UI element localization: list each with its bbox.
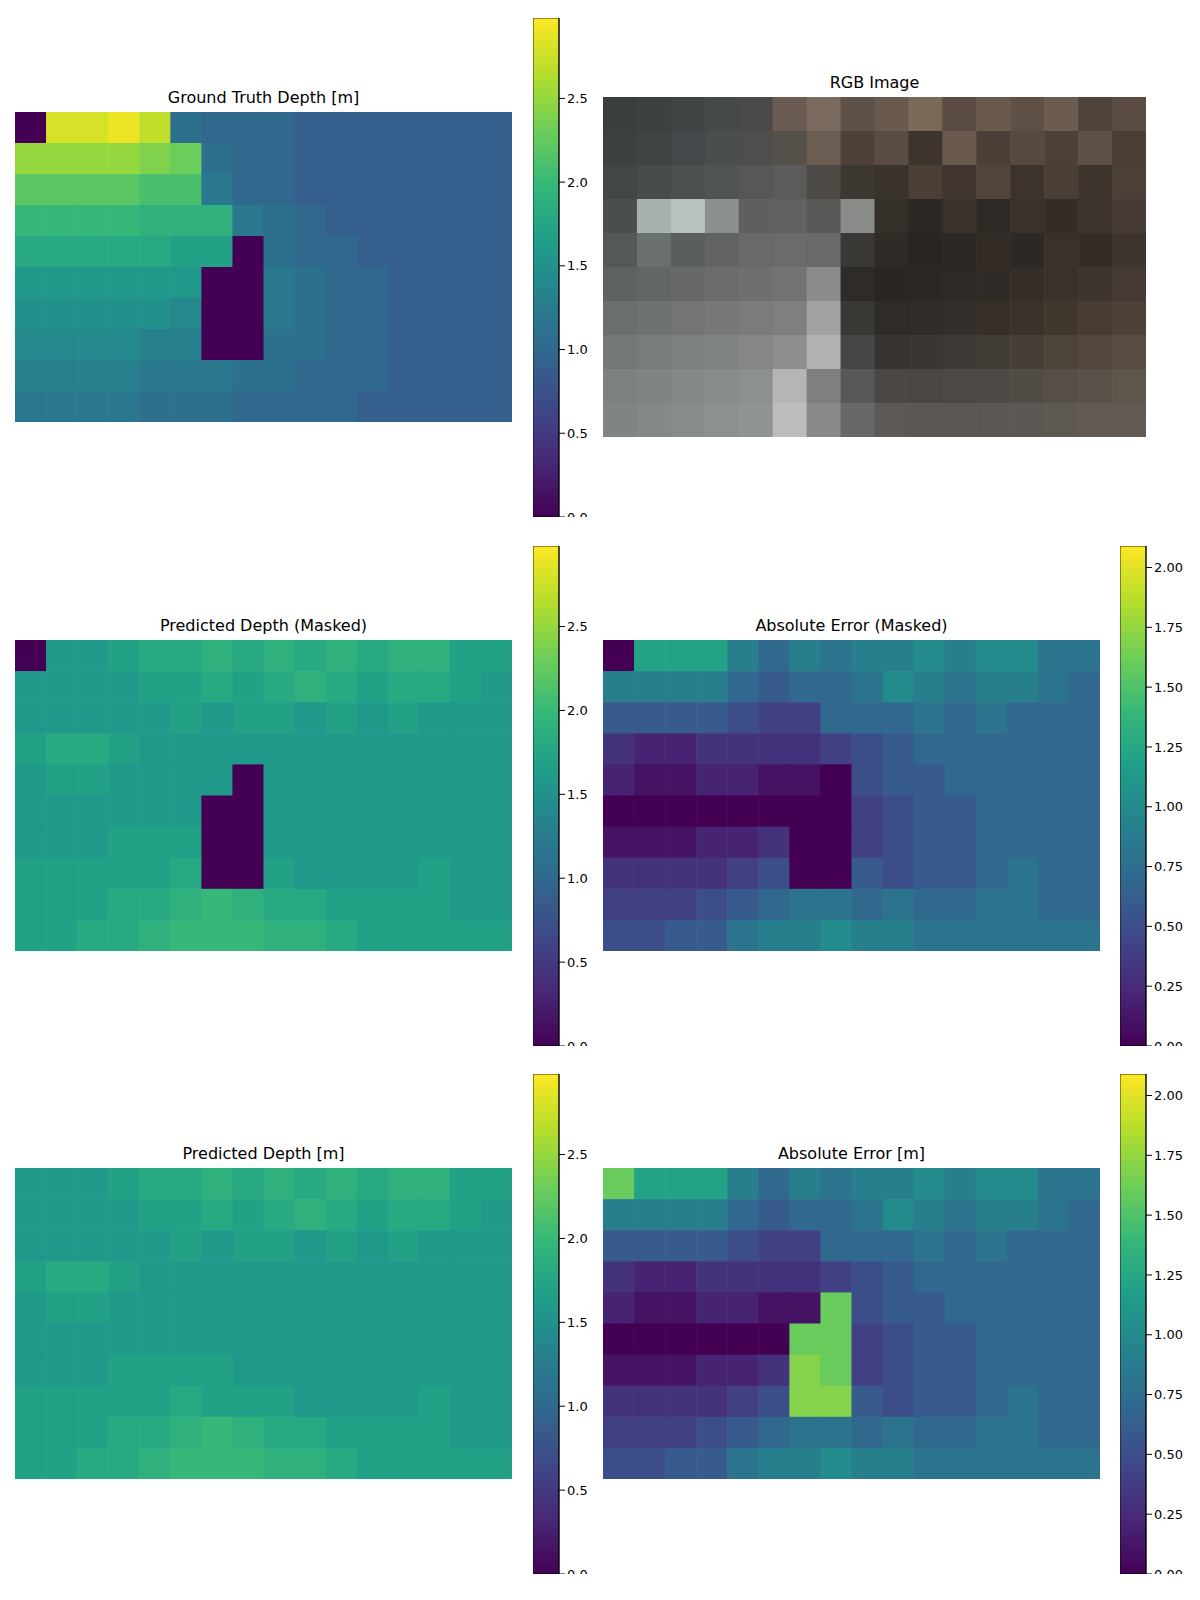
svg-text:1.0: 1.0	[567, 342, 588, 357]
svg-text:0.50: 0.50	[1154, 919, 1183, 934]
svg-text:1.5: 1.5	[567, 1315, 588, 1330]
svg-text:2.5: 2.5	[567, 619, 588, 634]
svg-text:1.50: 1.50	[1154, 680, 1183, 695]
svg-text:2.0: 2.0	[567, 703, 588, 718]
svg-text:1.75: 1.75	[1154, 620, 1183, 635]
svg-text:0.0: 0.0	[567, 1567, 588, 1574]
svg-text:1.5: 1.5	[567, 258, 588, 273]
svg-text:0.75: 0.75	[1154, 859, 1183, 874]
svg-text:2.00: 2.00	[1154, 560, 1183, 575]
svg-text:2.00: 2.00	[1154, 1088, 1183, 1103]
svg-text:0.25: 0.25	[1154, 1507, 1183, 1522]
svg-text:1.0: 1.0	[567, 1399, 588, 1414]
html-text:Absolute Error [m]: Absolute Error [m]	[777, 1144, 926, 1163]
svg-text:0.5: 0.5	[567, 426, 588, 441]
svg-text:0.0: 0.0	[567, 1039, 588, 1046]
svg-text:1.5: 1.5	[567, 787, 588, 802]
svg-text:1.75: 1.75	[1154, 1148, 1183, 1163]
svg-text:1.25: 1.25	[1154, 1268, 1183, 1283]
svg-text:1.00: 1.00	[1154, 1327, 1183, 1342]
svg-text:0.5: 0.5	[567, 955, 588, 970]
html-text:Predicted Depth [m]: Predicted Depth [m]	[182, 1144, 345, 1163]
svg-text:1.50: 1.50	[1154, 1208, 1183, 1223]
svg-text:1.00: 1.00	[1154, 799, 1183, 814]
svg-text:0.50: 0.50	[1154, 1447, 1183, 1462]
svg-text:0.0: 0.0	[567, 510, 588, 517]
svg-text:1.25: 1.25	[1154, 740, 1183, 755]
svg-text:0.25: 0.25	[1154, 979, 1183, 994]
html-text:Ground Truth Depth [m]: Ground Truth Depth [m]	[167, 88, 360, 107]
svg-text:2.0: 2.0	[567, 1231, 588, 1246]
svg-text:0.75: 0.75	[1154, 1387, 1183, 1402]
svg-text:1.0: 1.0	[567, 871, 588, 886]
html-text:Predicted Depth (Masked): Predicted Depth (Masked)	[159, 616, 368, 635]
html-text:RGB Image: RGB Image	[829, 73, 920, 92]
html-text:Absolute Error (Masked): Absolute Error (Masked)	[755, 616, 948, 635]
svg-text:0.5: 0.5	[567, 1483, 588, 1498]
svg-text:2.5: 2.5	[567, 1147, 588, 1162]
svg-text:2.0: 2.0	[567, 175, 588, 190]
svg-text:0.00: 0.00	[1154, 1039, 1183, 1046]
svg-text:0.00: 0.00	[1154, 1567, 1183, 1574]
svg-text:2.5: 2.5	[567, 91, 588, 106]
